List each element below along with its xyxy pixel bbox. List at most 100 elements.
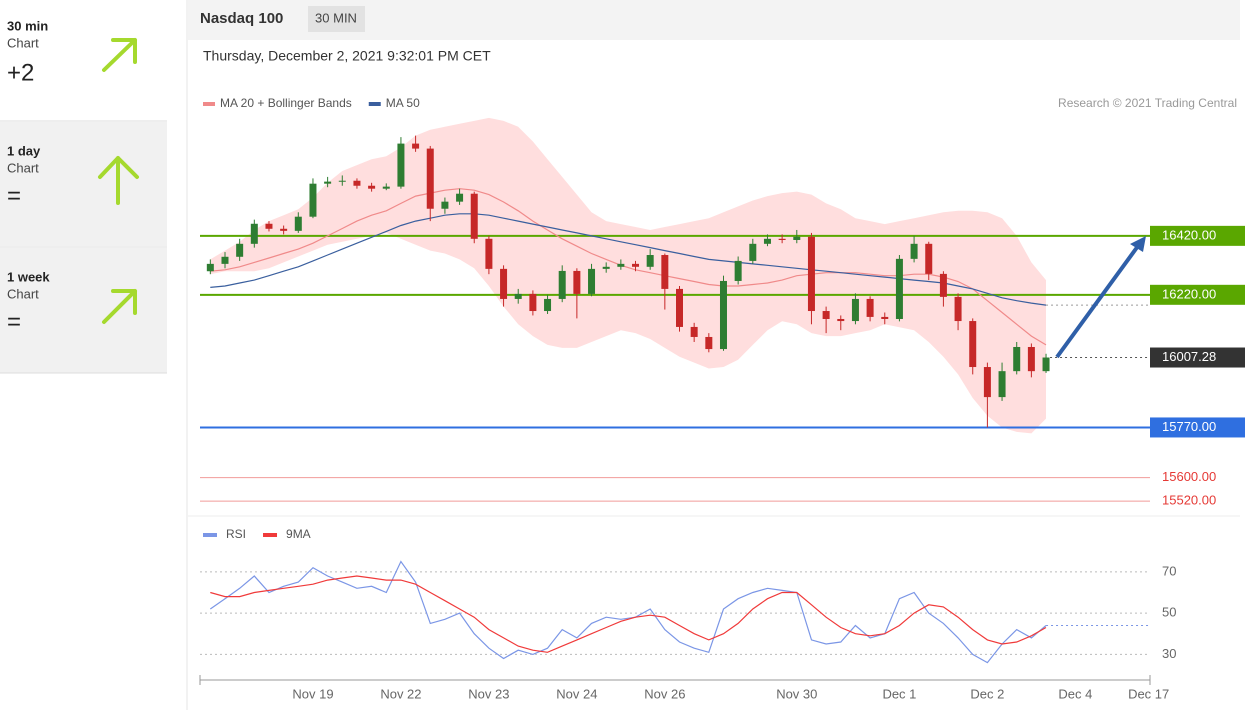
candle-body <box>881 316 889 319</box>
ma-line <box>210 188 1047 346</box>
candle-body <box>397 143 405 187</box>
level-label: 15520.00 <box>1162 493 1216 508</box>
candle-body <box>309 183 317 217</box>
candle-body <box>426 148 434 209</box>
x-tick-label: Dec 2 <box>970 686 1004 701</box>
arrow-up-right <box>102 38 137 72</box>
legend-swatch <box>203 533 217 537</box>
candle-body <box>676 288 683 327</box>
interval-label[interactable]: 30 MIN <box>315 10 357 25</box>
candle-body <box>793 236 801 240</box>
candle-body <box>998 371 1006 398</box>
instrument-title: Nasdaq 100 <box>200 10 283 27</box>
last-price-box <box>1150 347 1245 368</box>
candle-body <box>280 228 288 231</box>
legend-label: RSI <box>226 527 246 541</box>
candle-body <box>236 243 244 257</box>
candle-body <box>338 180 346 182</box>
candle-body <box>851 298 859 322</box>
candle-body <box>749 243 757 261</box>
level-label-box <box>1150 284 1245 305</box>
candle-body <box>602 266 610 269</box>
forecast-arrow <box>1055 244 1140 359</box>
level-label: 15600.00 <box>1162 469 1216 484</box>
trend-arrows <box>98 38 139 324</box>
x-tick-label: Dec 1 <box>882 686 916 701</box>
sidebar-value: = <box>7 308 21 335</box>
x-tick-label: Dec 17 <box>1128 686 1169 701</box>
last-price-label: 16007.28 <box>1162 349 1216 364</box>
candle-body <box>822 311 830 319</box>
candle-body <box>837 318 845 322</box>
candle-body <box>353 180 361 186</box>
candle-body <box>910 243 918 259</box>
rsi-line <box>210 575 1047 653</box>
candle-body <box>470 193 478 239</box>
candle-body <box>719 280 727 350</box>
level-label: 16220.00 <box>1162 286 1216 301</box>
datetime: Thursday, December 2, 2021 9:32:01 PM CE… <box>203 48 491 64</box>
credit: Research © 2021 Trading Central <box>1058 96 1237 110</box>
sidebar-subtitle: Chart <box>7 160 39 175</box>
legend-label: MA 20 + Bollinger Bands <box>220 96 352 110</box>
sidebar-title: 30 min <box>7 18 48 33</box>
level-label: 15770.00 <box>1162 419 1216 434</box>
candle-body <box>456 193 464 202</box>
sidebar-subtitle: Chart <box>7 35 39 50</box>
bollinger-band <box>210 117 1047 434</box>
candle-body <box>250 223 258 244</box>
y-tick-label: 70 <box>1162 563 1176 578</box>
arrow-up-right <box>102 289 137 324</box>
rsi-line <box>209 560 1047 664</box>
candle-body <box>763 238 771 244</box>
sidebar-panel[interactable] <box>0 0 167 120</box>
legend-swatch <box>203 102 215 106</box>
ma-line <box>210 213 1047 306</box>
candle-body <box>324 181 332 184</box>
candle-body <box>646 255 654 267</box>
candle-body <box>500 268 508 299</box>
plot: 16420.00 16220.00 15770.00 15600.00 15520.00… <box>200 96 1245 701</box>
candle-body <box>1042 357 1050 372</box>
candle-body <box>265 223 273 229</box>
candle-body <box>690 326 698 337</box>
level-label-box <box>1150 417 1245 438</box>
candle-body <box>441 201 449 209</box>
y-tick-label: 30 <box>1162 646 1176 661</box>
x-tick-label: Dec 4 <box>1058 686 1092 701</box>
candle-body <box>529 293 537 312</box>
sidebar-panel[interactable] <box>0 248 167 373</box>
y-tick-label: 50 <box>1162 605 1176 620</box>
candle-body <box>1027 346 1035 372</box>
arrow-up <box>98 156 139 205</box>
x-tick-label: Nov 26 <box>644 686 685 701</box>
legend-swatch <box>263 533 278 537</box>
sidebar-value: = <box>7 182 21 209</box>
candle-body <box>734 260 742 281</box>
candle-body <box>807 236 815 312</box>
candle-body <box>221 256 229 264</box>
candle-body <box>588 268 596 294</box>
candle-body <box>925 243 933 274</box>
level-label: 16420.00 <box>1162 227 1216 242</box>
candle-body <box>617 263 625 267</box>
candle-body <box>969 321 977 368</box>
legend-label: MA 50 <box>386 96 420 110</box>
candle-body <box>1013 346 1021 372</box>
sidebar-subtitle: Chart <box>7 286 39 301</box>
candle-body <box>412 143 420 149</box>
candle-body <box>485 238 493 269</box>
candle-body <box>544 298 552 312</box>
legend-label: 9MA <box>286 527 311 541</box>
legend-swatch <box>368 102 381 106</box>
level-label-box <box>1150 225 1245 246</box>
x-tick-label: Nov 22 <box>380 686 421 701</box>
candle-body <box>954 296 962 322</box>
candle-body <box>558 270 566 299</box>
candle-body <box>705 336 713 350</box>
candle-body <box>866 298 874 317</box>
sidebar-panel[interactable] <box>0 122 167 246</box>
interval-badge[interactable] <box>308 6 365 32</box>
